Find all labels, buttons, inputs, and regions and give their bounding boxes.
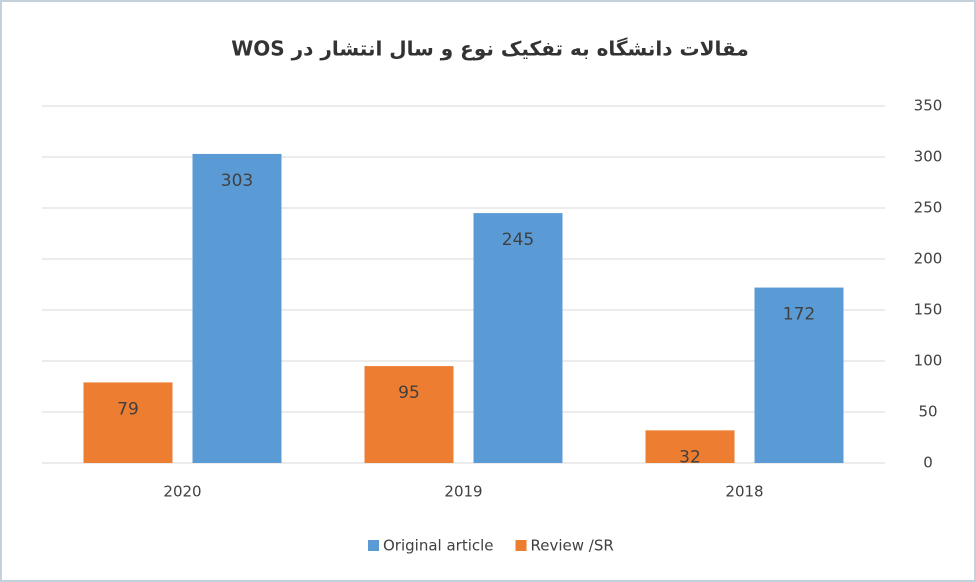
data-label: 245	[502, 230, 534, 250]
data-label: 303	[221, 171, 253, 191]
legend-swatch	[368, 540, 379, 551]
y-tick-label: 50	[918, 403, 937, 421]
legend-swatch	[515, 540, 527, 551]
y-tick-label: 150	[914, 301, 943, 319]
chart-title: مقالات دانشگاه به تفکیک نوع و سال انتشار…	[231, 37, 749, 61]
x-tick-label: 2019	[444, 483, 482, 501]
y-tick-label: 250	[914, 199, 943, 217]
bar	[192, 153, 282, 463]
data-label: 172	[783, 305, 815, 325]
bar	[83, 382, 173, 463]
bar	[473, 213, 563, 463]
y-tick-label: 100	[914, 352, 943, 370]
data-label: 95	[398, 383, 420, 403]
bar	[645, 430, 735, 463]
x-tick-label: 2020	[163, 483, 201, 501]
y-tick-label: 300	[914, 148, 943, 166]
y-tick-label: 350	[914, 97, 943, 115]
y-tick-label: 200	[914, 250, 943, 268]
bar	[754, 287, 844, 463]
bar	[364, 366, 454, 463]
y-tick-label: 0	[923, 454, 933, 472]
legend-label: Review /SR	[531, 537, 614, 555]
data-label: 79	[117, 399, 139, 419]
legend-label: Original article	[383, 537, 494, 555]
x-tick-label: 2018	[725, 483, 763, 501]
data-label: 32	[679, 447, 701, 467]
